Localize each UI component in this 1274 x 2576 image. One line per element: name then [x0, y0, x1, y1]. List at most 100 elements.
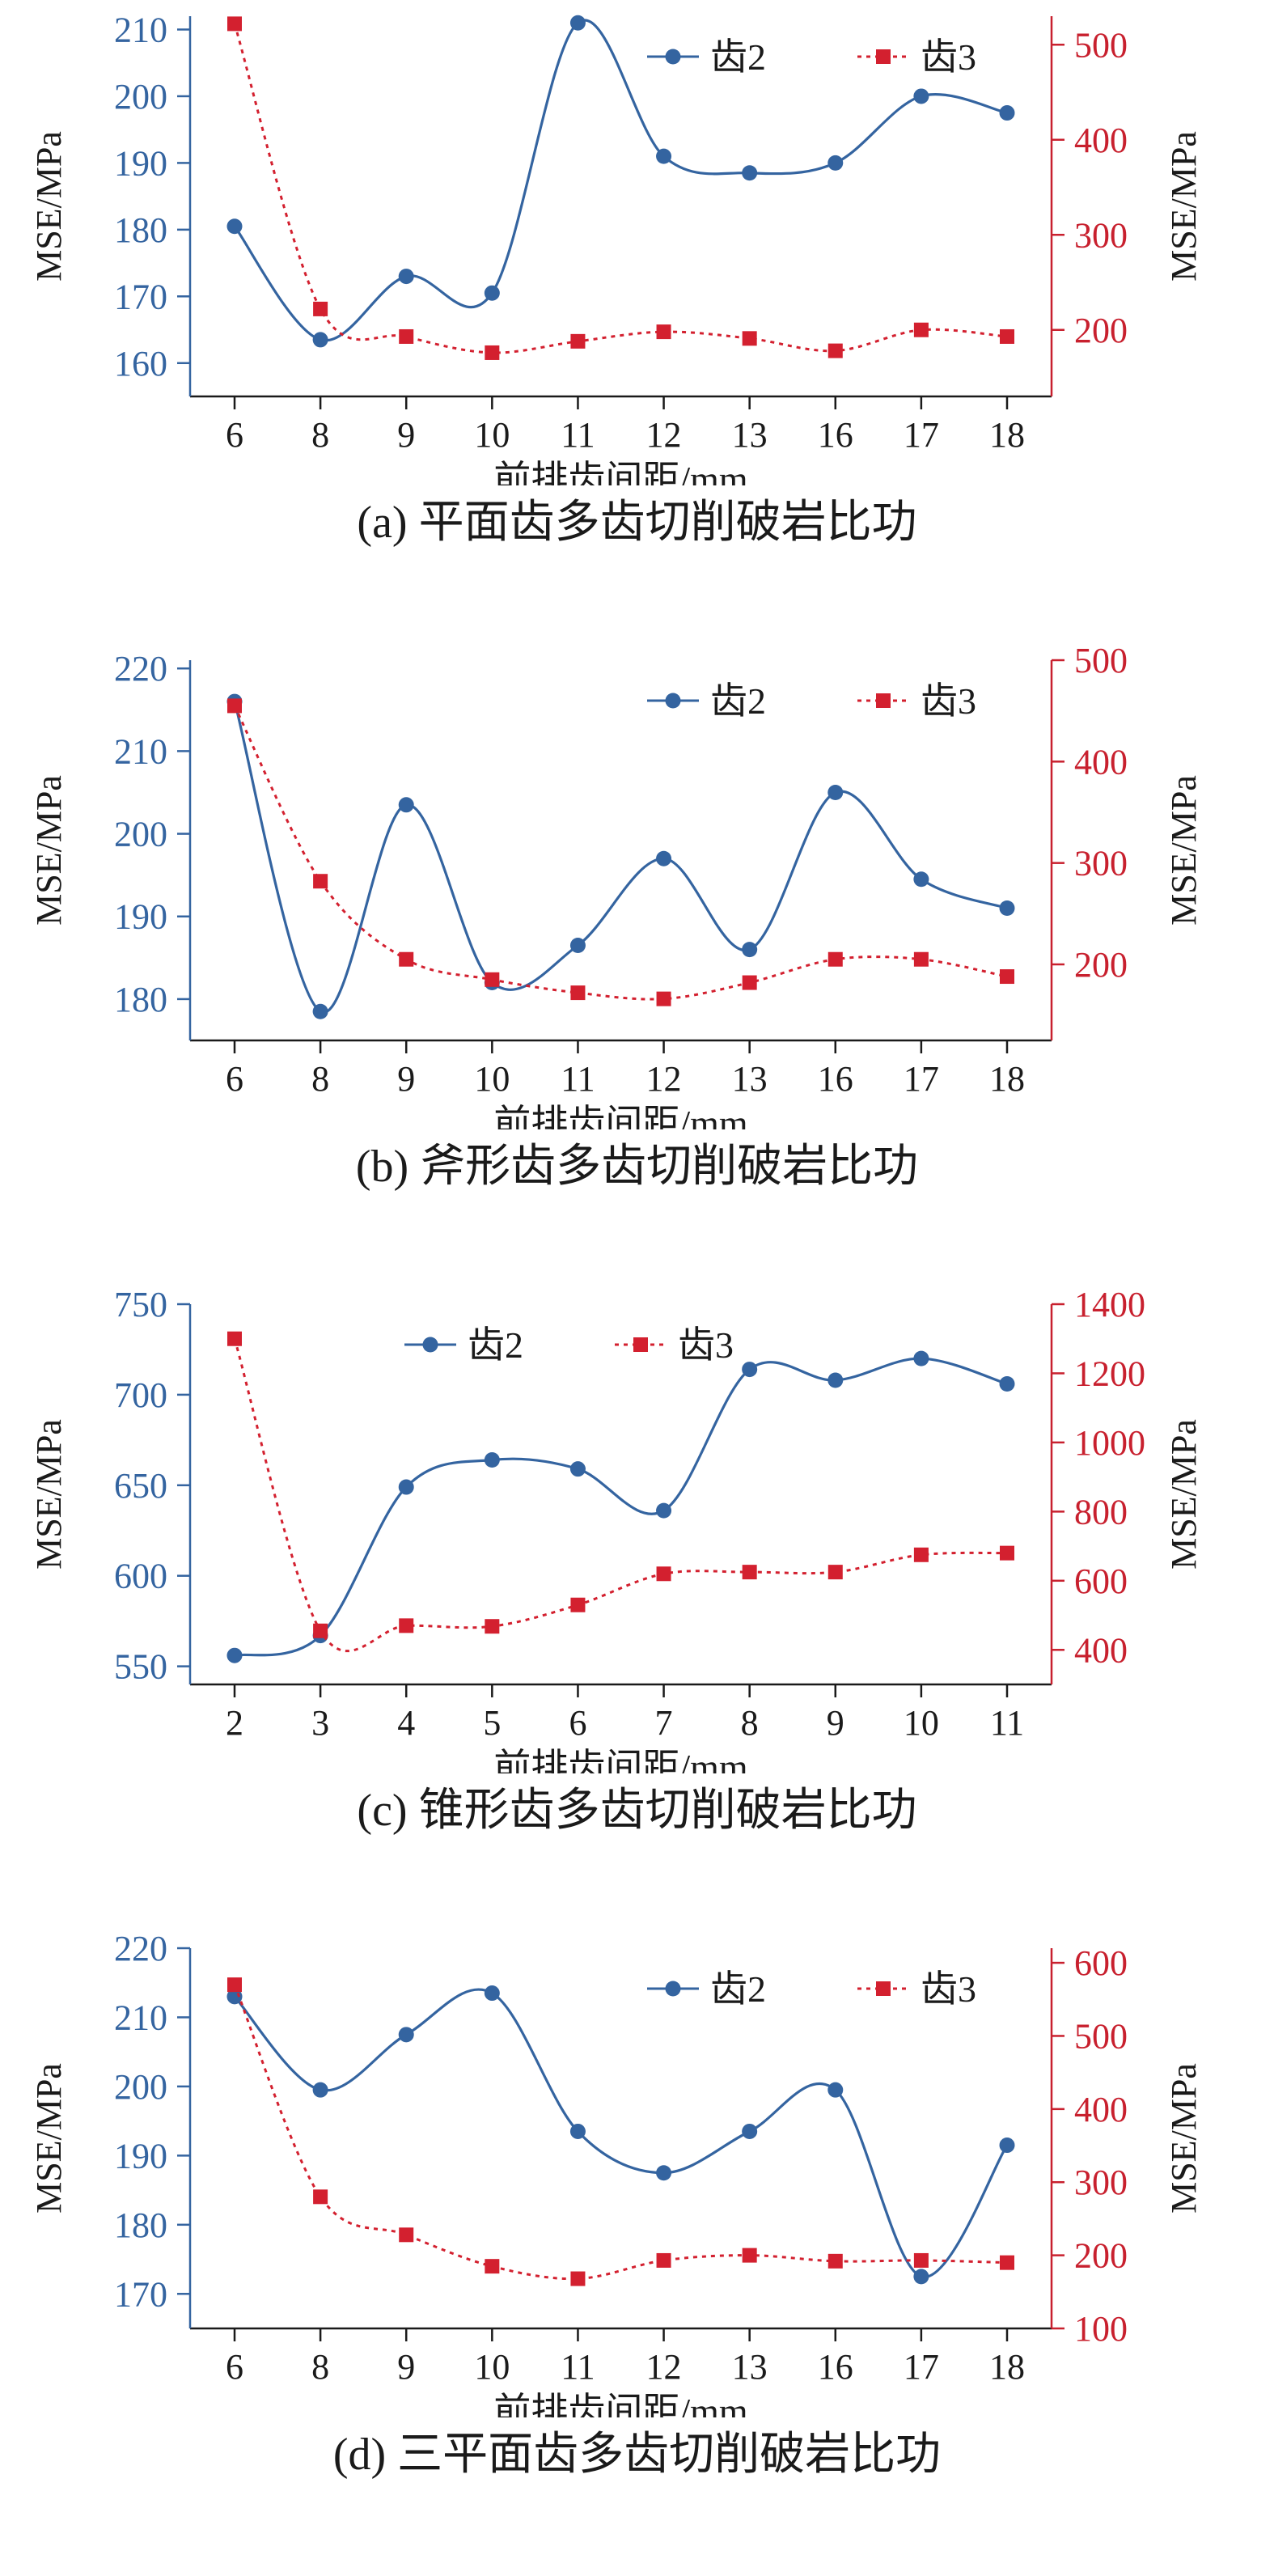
chart-b-caption: (b) 斧形齿多齿切削破岩比功 — [355, 1142, 919, 1192]
x-tick-label: 18 — [989, 415, 1025, 455]
series-line-3 — [233, 1984, 1008, 2281]
left-y-tick-label: 200 — [114, 815, 167, 854]
right-y-tick-label: 500 — [1074, 2016, 1128, 2056]
left-y-tick-label: 210 — [114, 10, 167, 49]
series-point-3 — [485, 1619, 500, 1634]
series-point-3 — [1000, 1545, 1014, 1561]
series-point-2 — [999, 105, 1015, 121]
right-y-tick-label: 1000 — [1074, 1423, 1145, 1463]
legend-label-3: 齿3 — [921, 1968, 976, 2010]
series-point-2 — [398, 1479, 414, 1495]
series-point-2 — [656, 148, 672, 164]
series-point-2 — [827, 155, 844, 171]
x-axis-title: 前排齿间距/mm — [493, 1747, 748, 1773]
right-y-tick-label: 100 — [1074, 2309, 1128, 2349]
series-point-3 — [1000, 2255, 1014, 2270]
chart-c-svg: 2 3 4 5 6 7 8 9 10 11 550 600 650 700 750 400 600 800 1000… — [29, 1288, 1204, 1773]
right-y-tick-label: 400 — [1074, 742, 1128, 782]
right-y-tick-label: 400 — [1074, 2090, 1128, 2129]
series-point-3 — [485, 2259, 500, 2274]
x-tick-label: 18 — [989, 1059, 1025, 1099]
series-point-3 — [827, 1565, 843, 1580]
series-point-3 — [399, 328, 414, 344]
x-tick-label: 6 — [226, 2347, 243, 2387]
legend-marker-3 — [876, 693, 891, 708]
series-point-3 — [913, 322, 929, 337]
right-y-tick-label: 400 — [1074, 121, 1128, 160]
chart-a-svg: 6 8 9 10 11 12 13 16 17 18 160 170 180 190 200 210 200 30… — [29, 10, 1204, 485]
left-y-tick-label: 600 — [114, 1557, 167, 1596]
right-y-tick-label: 200 — [1074, 945, 1128, 985]
series-point-3 — [827, 343, 843, 358]
series-point-3 — [656, 991, 671, 1006]
x-tick-label: 17 — [904, 415, 939, 455]
series-line-2 — [233, 1988, 1009, 2278]
legend-marker-3 — [633, 1337, 648, 1352]
series-line-3 — [233, 705, 1008, 1001]
x-tick-label: 9 — [827, 1703, 844, 1743]
x-tick-label: 8 — [311, 415, 329, 455]
x-tick-label: 6 — [569, 1703, 586, 1743]
legend-marker-2 — [665, 49, 681, 65]
series-line-2 — [233, 19, 1008, 342]
series-point-2 — [913, 1350, 929, 1366]
series-point-2 — [742, 942, 758, 958]
left-axis-title: MSE/MPa — [29, 2063, 69, 2214]
x-tick-label: 6 — [226, 1059, 243, 1099]
left-y-tick-label: 550 — [114, 1647, 167, 1687]
series-point-3 — [399, 1618, 414, 1633]
x-tick-label: 13 — [732, 2347, 768, 2387]
legend-label-3: 齿3 — [921, 680, 976, 722]
series-point-2 — [226, 218, 243, 235]
left-axis-title: MSE/MPa — [29, 775, 69, 926]
series-point-3 — [485, 972, 500, 987]
series-line-2 — [234, 1357, 1008, 1657]
series-point-2 — [827, 1372, 844, 1388]
chart-d-caption: (d) 三平面齿多齿切削破岩比功 — [332, 2430, 942, 2480]
series-point-3 — [742, 331, 757, 346]
left-y-tick-label: 170 — [114, 2274, 167, 2314]
series-point-3 — [742, 2248, 757, 2263]
series-point-3 — [313, 874, 328, 889]
series-point-2 — [913, 2269, 929, 2285]
right-y-tick-label: 300 — [1074, 2163, 1128, 2202]
left-y-tick-label: 220 — [114, 649, 167, 688]
right-y-tick-label: 300 — [1074, 844, 1128, 883]
x-tick-label: 9 — [397, 1059, 415, 1099]
right-y-tick-label: 400 — [1074, 1630, 1128, 1670]
x-tick-label: 3 — [311, 1703, 329, 1743]
series-point-3 — [399, 2227, 414, 2243]
left-axis-title: MSE/MPa — [29, 131, 69, 282]
series-point-3 — [399, 951, 414, 967]
series-point-3 — [570, 1597, 586, 1612]
series-point-3 — [313, 301, 328, 316]
series-point-2 — [827, 2082, 844, 2098]
right-axis-title: MSE/MPa — [1164, 131, 1204, 282]
series-point-2 — [656, 1502, 672, 1519]
series-point-2 — [226, 1647, 243, 1663]
legend-label-2: 齿2 — [710, 36, 766, 78]
series-line-2 — [233, 701, 1008, 1014]
left-y-tick-label: 200 — [114, 77, 167, 117]
legend-marker-3 — [876, 49, 891, 64]
series-point-2 — [398, 2027, 414, 2043]
series-point-2 — [398, 797, 414, 813]
series-point-2 — [484, 285, 500, 301]
x-tick-label: 11 — [561, 2347, 595, 2387]
series-point-3 — [313, 2189, 328, 2205]
series-point-3 — [913, 951, 929, 967]
legend-label-2: 齿2 — [468, 1324, 523, 1366]
chart-panel-b: 6 8 9 10 11 12 13 16 17 18 180 190 200 210 220 200 300 40… — [0, 644, 1274, 1288]
left-y-tick-label: 160 — [114, 344, 167, 383]
x-axis-title: 前排齿间距/mm — [493, 459, 748, 485]
x-tick-label: 5 — [483, 1703, 501, 1743]
right-y-tick-label: 1400 — [1074, 1288, 1145, 1324]
chart-panel-c: 2 3 4 5 6 7 8 9 10 11 550 600 650 700 750 400 600 800 1000… — [0, 1288, 1274, 1932]
left-y-tick-label: 180 — [114, 210, 167, 250]
left-y-tick-label: 700 — [114, 1375, 167, 1415]
x-tick-label: 16 — [818, 2347, 853, 2387]
series-point-3 — [570, 985, 586, 1001]
x-tick-label: 10 — [474, 1059, 510, 1099]
right-y-tick-label: 800 — [1074, 1492, 1128, 1532]
x-tick-label: 10 — [904, 1703, 939, 1743]
